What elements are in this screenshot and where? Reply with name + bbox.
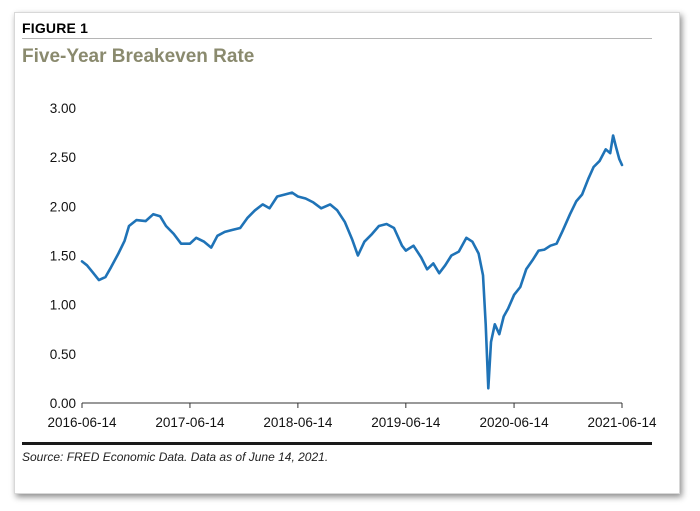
y-tick-label: 1.00 bbox=[50, 298, 76, 313]
top-rule bbox=[22, 38, 652, 39]
x-tick-label: 2018-06-14 bbox=[263, 415, 333, 430]
x-tick-label: 2017-06-14 bbox=[155, 415, 225, 430]
y-tick-label: 3.00 bbox=[50, 101, 76, 116]
y-axis: 0.00 0.50 1.00 1.50 2.00 2.50 3.00 bbox=[50, 101, 76, 411]
source-note: Source: FRED Economic Data. Data as of J… bbox=[22, 450, 329, 464]
chart-title: Five-Year Breakeven Rate bbox=[22, 46, 255, 67]
x-tick-label: 2021-06-14 bbox=[587, 415, 657, 430]
series-line bbox=[80, 134, 624, 390]
x-tick-label: 2019-06-14 bbox=[371, 415, 441, 430]
x-tick-label: 2016-06-14 bbox=[47, 415, 117, 430]
bottom-rule bbox=[22, 442, 652, 445]
y-tick-label: 0.50 bbox=[50, 347, 76, 362]
figure-card bbox=[14, 12, 680, 494]
y-tick-label: 2.50 bbox=[50, 150, 76, 165]
series-layer bbox=[80, 134, 624, 390]
y-tick-label: 1.50 bbox=[50, 249, 76, 264]
x-tick-label: 2020-06-14 bbox=[480, 415, 550, 430]
figure-label: FIGURE 1 bbox=[22, 20, 89, 36]
x-axis: 2016-06-14 2017-06-14 2018-06-14 2019-06-14… bbox=[47, 402, 657, 430]
y-tick-label: 2.00 bbox=[50, 199, 76, 214]
y-tick-label: 0.00 bbox=[50, 396, 76, 411]
